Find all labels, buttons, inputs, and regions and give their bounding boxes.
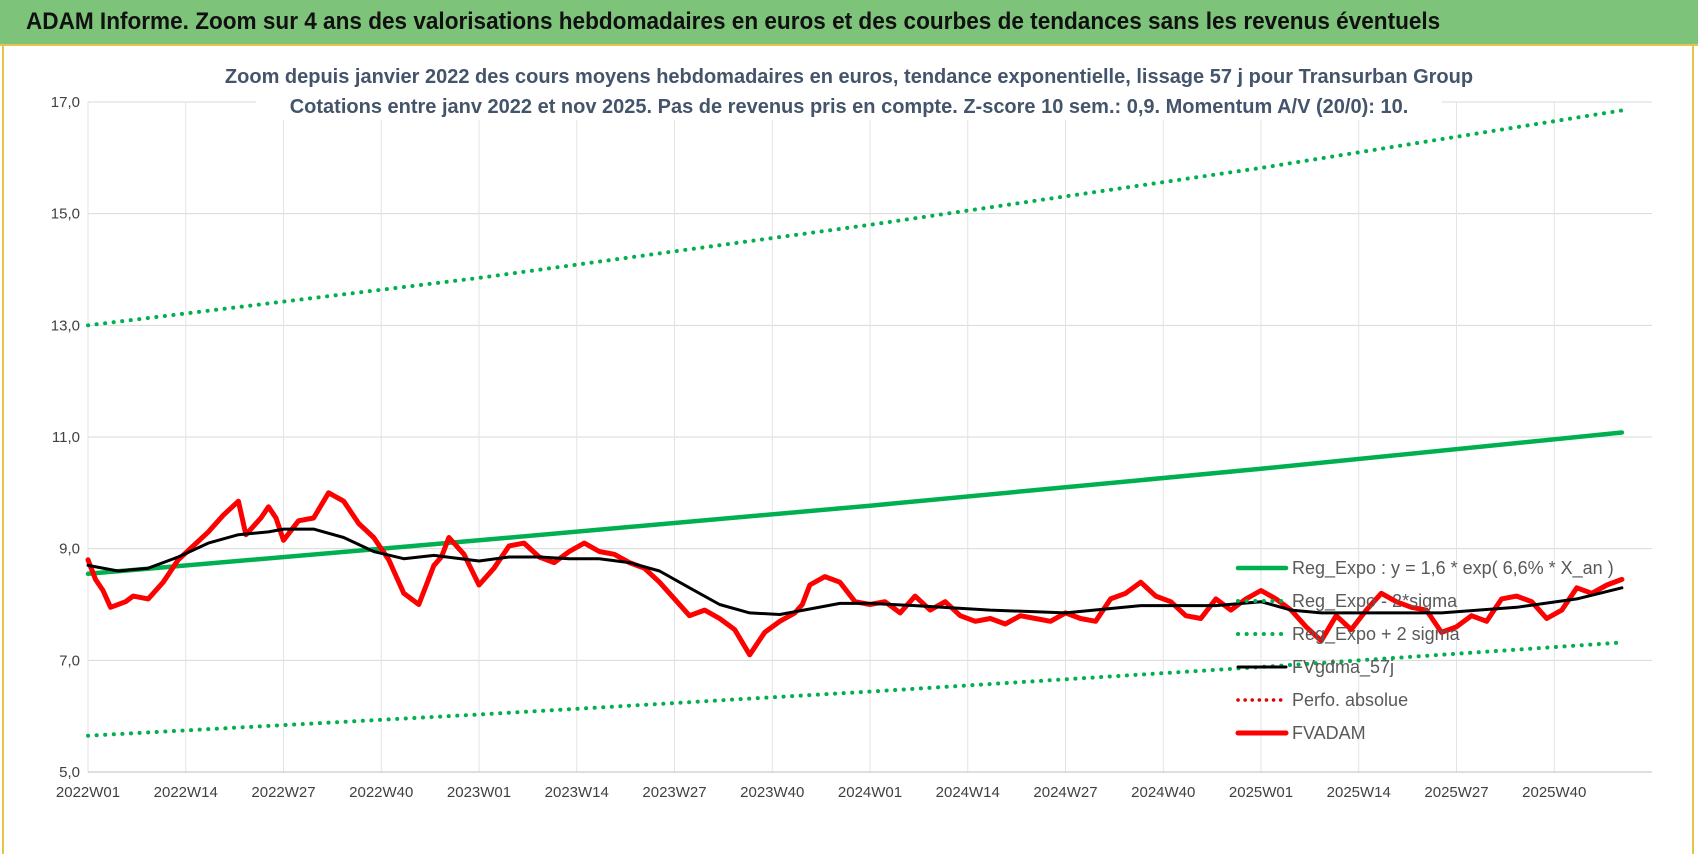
chart-frame: 5,0 7,0 9,0 11,0 13,0 15,0 17,0 2022W01 2022W14… [2,46,1694,854]
x-tick-label: 2025W01 [1229,784,1293,801]
grid [87,101,1652,773]
x-axis: 2022W01 2022W14 2022W27 2022W40 2023W01 2023W… [56,771,1652,801]
x-tick-label: 2025W40 [1522,784,1586,801]
legend-label: FVADAM [1292,723,1366,743]
x-tick-label: 2024W14 [936,784,1000,801]
chart-title: Zoom depuis janvier 2022 des cours moyen… [225,66,1473,88]
x-tick-label: 2022W27 [251,784,315,801]
x-tick-label: 2023W01 [447,784,511,801]
title-background [256,60,1442,120]
legend-label: Reg_Expo : y = 1,6 * exp( 6,6% * X_an ) [1292,558,1614,579]
banner-title: ADAM Informe. Zoom sur 4 ans des valoris… [26,8,1441,35]
x-tick-label: 2022W40 [349,784,413,801]
chart-subtitle: Cotations entre janv 2022 et nov 2025. P… [290,96,1409,118]
legend-label: Reg_Expo - 2*sigma [1292,591,1458,612]
series-line-dotted-green [86,108,1624,328]
y-axis: 5,0 7,0 9,0 11,0 13,0 15,0 17,0 [51,94,80,781]
x-tick-label: 2023W40 [740,784,804,801]
x-tick-label: 2024W01 [838,784,902,801]
series-lines [85,108,1625,738]
x-tick-label: 2023W14 [545,784,609,801]
y-tick-label: 5,0 [59,764,80,781]
x-tick-label: 2022W01 [56,784,120,801]
x-tick-label: 2024W40 [1131,784,1195,801]
x-tick-label: 2024W27 [1033,784,1097,801]
x-tick-label: 2025W27 [1424,784,1488,801]
x-tick-label: 2022W14 [154,784,218,801]
legend-label: FVgdma_57j [1292,657,1394,678]
legend-label: Perfo. absolue [1292,690,1408,710]
y-tick-label: 17,0 [51,94,80,111]
x-tick-label: 2025W14 [1327,784,1391,801]
series-line-dotted-green [86,640,1624,738]
series-line-solid-green [85,430,1625,577]
y-tick-label: 9,0 [59,541,80,558]
legend-label: Reg_Expo + 2 sigma [1292,624,1461,645]
y-tick-label: 15,0 [51,206,80,223]
series-line-solid-black [86,527,1624,616]
y-tick-label: 11,0 [52,429,80,446]
x-tick-label: 2023W27 [642,784,706,801]
y-tick-label: 7,0 [59,652,80,669]
legend: Reg_Expo : y = 1,6 * exp( 6,6% * X_an ) R… [1235,558,1614,743]
y-tick-label: 13,0 [51,317,80,334]
header-banner: ADAM Informe. Zoom sur 4 ans des valoris… [0,0,1698,46]
line-chart: 5,0 7,0 9,0 11,0 13,0 15,0 17,0 2022W01 2022W14… [51,60,1652,801]
